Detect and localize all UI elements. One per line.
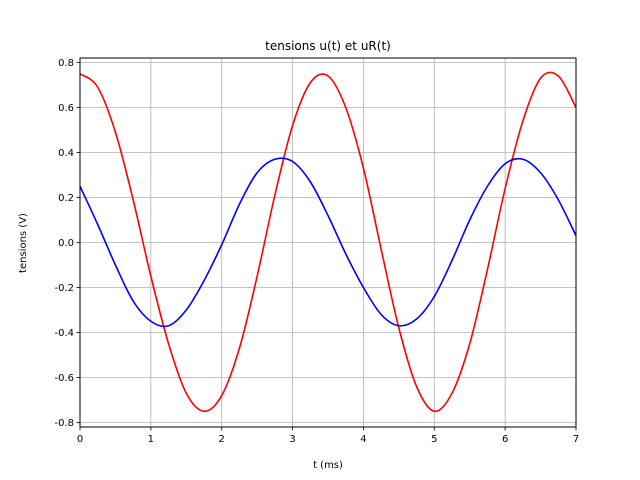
y-tick-label: 0.8 xyxy=(58,58,74,69)
x-tick-label: 0 xyxy=(77,434,83,445)
y-tick-label: -0.6 xyxy=(54,373,74,384)
x-tick-label: 3 xyxy=(289,434,295,445)
series-line-2 xyxy=(80,157,576,328)
series-line-1 xyxy=(80,71,576,413)
y-tick-label: 0.6 xyxy=(58,103,74,114)
chart-title: tensions u(t) et uR(t) xyxy=(265,39,391,53)
y-tick-label: 0.0 xyxy=(58,238,74,249)
y-tick-label: -0.4 xyxy=(54,328,74,339)
x-tick-label: 4 xyxy=(360,434,366,445)
series-group xyxy=(80,71,576,413)
x-tick-label: 5 xyxy=(431,434,437,445)
y-tick-label: -0.2 xyxy=(54,283,74,294)
y-tick-label: 0.2 xyxy=(58,193,74,204)
y-tick-label: 0.4 xyxy=(58,148,74,159)
x-tick-label: 7 xyxy=(573,434,579,445)
ticks: 0 1 2 3 4 5 6 7 -0.8 -0.6 -0.4 -0.2 0.0 0.2 0.4 0.6 0.8 xyxy=(54,58,579,445)
y-axis-label: tensions (V) xyxy=(18,213,29,273)
x-axis-label: t (ms) xyxy=(313,460,343,471)
x-tick-label: 6 xyxy=(502,434,508,445)
x-tick-label: 1 xyxy=(148,434,154,445)
x-tick-label: 2 xyxy=(219,434,225,445)
y-tick-label: -0.8 xyxy=(54,418,74,429)
